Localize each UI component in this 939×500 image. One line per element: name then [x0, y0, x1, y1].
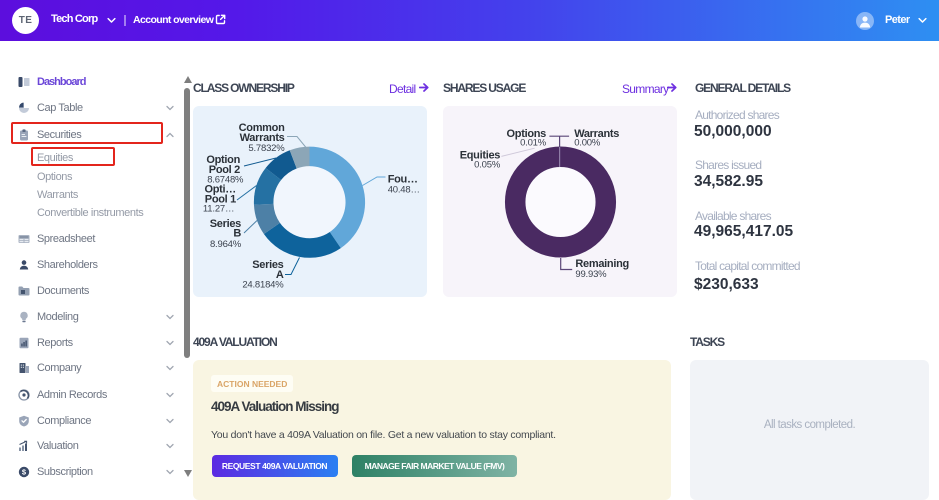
svg-text:Pool 1: Pool 1: [205, 193, 236, 205]
svg-text:Warrants: Warrants: [240, 132, 285, 144]
svg-text:Remaining: Remaining: [575, 258, 629, 270]
svg-text:5.7832%: 5.7832%: [248, 143, 285, 154]
svg-text:0.00%: 0.00%: [574, 138, 601, 149]
svg-text:Equities: Equities: [460, 149, 501, 161]
svg-text:A: A: [276, 269, 284, 281]
svg-text:8.6748%: 8.6748%: [207, 175, 244, 186]
svg-text:40.48…: 40.48…: [388, 185, 420, 196]
svg-text:Common: Common: [239, 122, 285, 134]
svg-text:Options: Options: [507, 128, 547, 140]
svg-text:Opti…: Opti…: [205, 184, 237, 196]
svg-text:24.8184%: 24.8184%: [242, 280, 284, 291]
svg-text:99.93%: 99.93%: [575, 269, 607, 280]
svg-text:$: $: [22, 468, 27, 477]
svg-text:B: B: [233, 228, 241, 240]
svg-text:Series: Series: [252, 259, 283, 271]
svg-text:Warrants: Warrants: [574, 128, 619, 140]
svg-text:8.964%: 8.964%: [210, 239, 242, 250]
svg-text:0.05%: 0.05%: [474, 159, 501, 170]
svg-text:Option: Option: [206, 154, 240, 166]
svg-text:Fou…: Fou…: [388, 174, 418, 186]
svg-text:Pool 2: Pool 2: [209, 164, 240, 176]
svg-text:Series: Series: [210, 218, 241, 230]
svg-text:11.27…: 11.27…: [203, 203, 234, 214]
svg-text:0.01%: 0.01%: [520, 138, 547, 149]
